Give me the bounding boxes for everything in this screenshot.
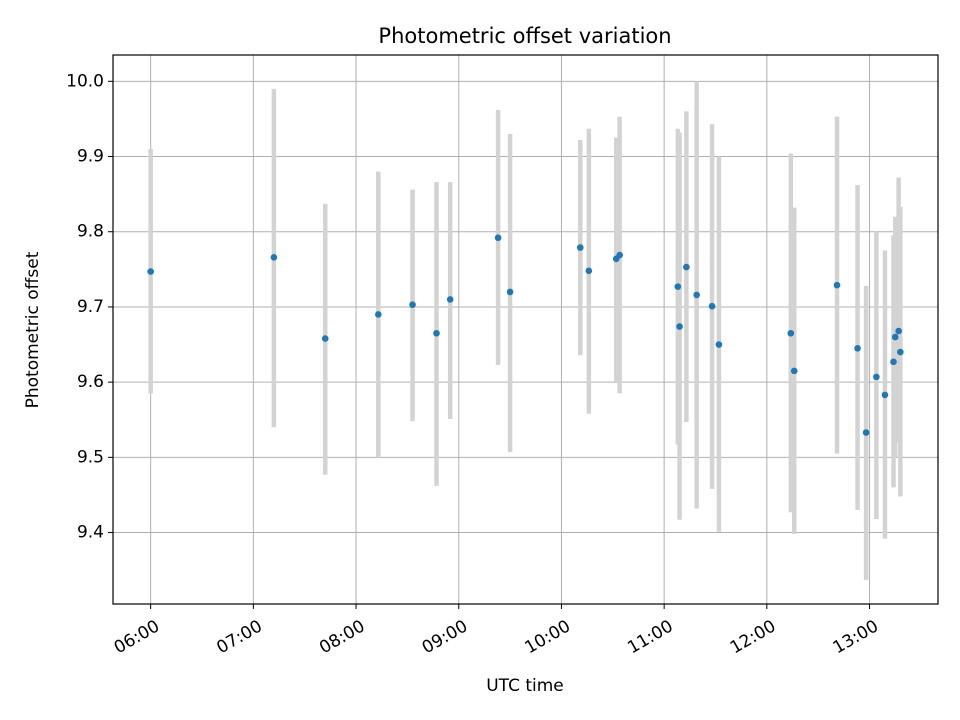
data-point — [433, 329, 440, 337]
data-point — [270, 254, 278, 261]
y-tick-label: 10.0 — [66, 71, 104, 91]
data-point — [321, 335, 329, 342]
x-axis-title: UTC time — [486, 676, 564, 696]
data-point — [576, 244, 584, 251]
data-point — [375, 311, 382, 318]
data-point — [854, 345, 861, 352]
data-point — [873, 373, 880, 381]
gridlines — [113, 55, 938, 604]
data-point — [693, 291, 700, 299]
data-point — [790, 367, 798, 375]
data-point — [787, 329, 795, 337]
y-tick-label: 9.7 — [77, 297, 104, 317]
data-point — [585, 267, 593, 275]
data-point — [147, 268, 154, 275]
data-point — [708, 302, 716, 310]
data-point — [715, 341, 723, 348]
data-point — [616, 251, 623, 259]
data-point — [891, 333, 899, 341]
data-point — [494, 234, 502, 242]
data-point — [890, 358, 897, 366]
data-point — [895, 327, 902, 335]
y-tick-label: 9.9 — [77, 147, 104, 167]
y-axis-title: Photometric offset — [23, 251, 43, 408]
y-tick-label: 9.8 — [77, 222, 104, 242]
data-point — [683, 263, 690, 271]
data-point — [446, 296, 454, 303]
y-tick-label: 9.6 — [77, 372, 104, 392]
data-point — [897, 348, 904, 356]
data-point — [881, 391, 889, 399]
data-point — [676, 323, 683, 330]
data-points — [147, 234, 904, 436]
y-tick-label: 9.5 — [77, 447, 104, 467]
data-point — [833, 281, 841, 289]
data-point — [506, 288, 514, 296]
chart-title: Photometric offset variation — [378, 24, 671, 48]
data-point — [409, 301, 416, 308]
plot-frame — [112, 54, 939, 605]
data-point — [862, 429, 870, 436]
y-tick-label: 9.4 — [77, 523, 104, 543]
y-axis-ticks: 9.4 9.5 9.6 9.7 9.8 9.9 10.0 — [66, 71, 113, 543]
data-point — [674, 283, 682, 290]
